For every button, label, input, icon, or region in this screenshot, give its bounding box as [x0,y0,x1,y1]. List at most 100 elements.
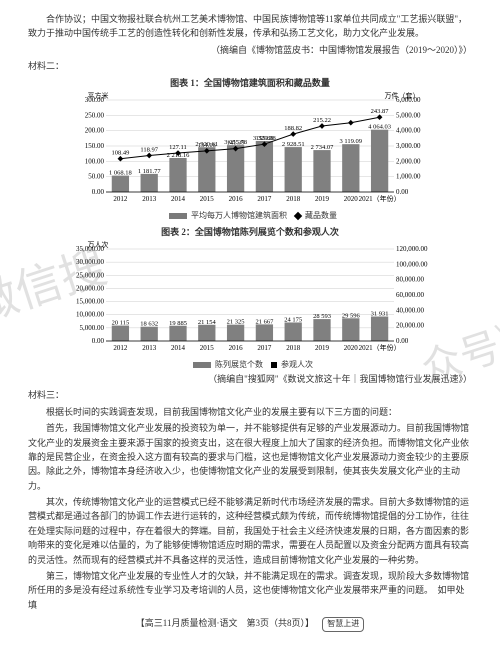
svg-text:2020: 2020 [344,344,359,352]
svg-text:118.97: 118.97 [140,146,158,153]
line-legend-icon [271,362,277,368]
svg-text:5,000.00: 5,000.00 [396,111,421,119]
svg-text:2014: 2014 [171,195,186,203]
svg-text:80,000.00: 80,000.00 [396,276,425,284]
footer-text: 【高三11月质量检测·语文 第3页（共8页）】 [136,618,314,628]
svg-text:60,000.00: 60,000.00 [396,291,425,299]
line-legend-icon [294,212,302,220]
svg-text:2014: 2014 [171,344,186,352]
svg-text:30,000.00: 30,000.00 [76,258,105,266]
svg-text:2015: 2015 [200,344,215,352]
svg-text:24 175: 24 175 [284,317,302,324]
svg-text:200.00: 200.00 [85,127,105,135]
svg-text:134.16: 134.16 [198,142,217,149]
svg-text:2018: 2018 [286,195,301,203]
svg-text:2021（年份）: 2021（年份） [359,343,401,352]
page-footer: 【高三11月质量检测·语文 第3页（共8页）】 智慧上进 [28,616,472,632]
svg-text:25,000.00: 25,000.00 [76,271,105,279]
chart-1-svg: 0.0050.00100.00150.00200.00250.00300.000… [70,90,430,210]
page-root: 合作协议；中国文物报社联合杭州工艺美术博物馆、中国民族博物馆等11家单位共同成立… [0,0,500,656]
svg-text:1 068.18: 1 068.18 [109,170,132,177]
m3-p4: 第三，博物馆文化产业发展的专业性人才的欠缺，并不能满足现在的需求。调查发现，现阶… [28,569,472,612]
bar-legend-icon [193,362,211,368]
svg-text:2015: 2015 [200,195,215,203]
svg-text:万件（套）: 万件（套） [385,91,420,100]
svg-text:250.00: 250.00 [85,111,105,119]
svg-text:2017: 2017 [257,344,272,352]
m3-p2: 首先，我国博物馆文化产业发展的投资较为单一，并不能够提供有足够的产业发展源动力。… [28,421,472,493]
svg-text:188.82: 188.82 [284,125,302,132]
svg-text:20,000.00: 20,000.00 [396,322,425,330]
svg-text:2019: 2019 [315,344,330,352]
svg-text:15,000.00: 15,000.00 [76,298,105,306]
svg-text:平方米: 平方米 [88,91,109,100]
m3-p1: 根据长时间的实践调查发现，目前我国博物馆文化产业的发展主要有以下三方面的问题： [28,405,472,419]
svg-text:2013: 2013 [142,195,157,203]
svg-text:3,000.00: 3,000.00 [396,142,421,150]
svg-text:243.87: 243.87 [371,108,390,115]
svg-text:100,000.00: 100,000.00 [396,260,428,268]
svg-text:3 119.09: 3 119.09 [340,138,363,145]
svg-text:40,000.00: 40,000.00 [396,306,425,314]
bar-legend-icon [169,213,187,219]
top-source: （摘编自《博物馆蓝皮书：中国博物馆发展报告（2019～2020）》） [28,43,472,57]
svg-text:150.00: 150.00 [85,142,105,150]
svg-text:19 885: 19 885 [169,320,187,327]
svg-text:万人次: 万人次 [88,240,109,249]
svg-text:31 931: 31 931 [371,311,389,318]
svg-text:21 154: 21 154 [198,319,217,326]
svg-text:127.11: 127.11 [169,144,187,151]
svg-text:4 064.03: 4 064.03 [368,124,391,131]
svg-text:215.22: 215.22 [313,117,331,124]
svg-text:2016: 2016 [229,195,244,203]
chart-2: 图表 2：全国博物馆陈列展览个数和参观人次 0.00 5,000.00 10,000… [70,225,430,372]
svg-text:120,000.00: 120,000.00 [396,245,428,253]
top-paragraph: 合作协议；中国文物报社联合杭州工艺美术博物馆、中国民族博物馆等11家单位共同成立… [28,12,472,41]
svg-text:0.00: 0.00 [92,337,105,345]
chart-2-legend-bar: 陈列展览个数 [215,360,263,369]
chart-1-legend: 平均每万人博物馆建筑面积 藏品数量 [70,210,430,223]
svg-text:10,000.00: 10,000.00 [76,311,105,319]
svg-text:21 325: 21 325 [227,319,245,326]
chart-2-title: 图表 2：全国博物馆陈列展览个数和参观人次 [70,225,430,239]
svg-text:2021（年份）: 2021（年份） [359,194,401,203]
chart-2-legend: 陈列展览个数 参观人次 [70,359,430,372]
chart-1-title: 图表 1：全国博物馆建筑面积和藏品数量 [70,76,430,90]
svg-text:29 596: 29 596 [342,312,361,319]
svg-text:2017: 2017 [257,195,272,203]
svg-text:4,000.00: 4,000.00 [396,127,421,135]
svg-text:5,000.00: 5,000.00 [80,324,105,332]
m3-p3: 其次，传统博物馆文化产业的运营模式已经不能够满足新时代市场经济发展的需求。目前大… [28,495,472,567]
svg-text:18 632: 18 632 [140,321,158,328]
svg-text:1,000.00: 1,000.00 [396,173,421,181]
svg-text:20 115: 20 115 [112,320,130,327]
material-3-label: 材料三： [28,388,472,402]
svg-text:0.00: 0.00 [92,188,105,196]
svg-text:155.88: 155.88 [255,135,273,142]
chart-1-legend-bar: 平均每万人博物馆建筑面积 [191,211,287,220]
svg-text:2012: 2012 [113,344,128,352]
svg-text:2019: 2019 [315,195,330,203]
svg-text:20,000.00: 20,000.00 [76,285,105,293]
svg-text:2020: 2020 [344,195,359,203]
svg-text:1 181.77: 1 181.77 [138,168,162,175]
svg-text:2013: 2013 [142,344,157,352]
svg-text:108.49: 108.49 [111,150,129,157]
svg-text:100.00: 100.00 [85,157,105,165]
svg-text:2 928.51: 2 928.51 [282,141,305,148]
material-2-label: 材料二： [28,59,472,73]
material-2-source: （摘编自"搜狐网"《数说文旅这十年｜我国博物馆行业发展迅速》） [28,372,472,386]
chart-1: 图表 1：全国博物馆建筑面积和藏品数量 0.00 50.00 100.00 150.0… [70,76,430,223]
chart-2-svg: 0.00 5,000.00 10,000.00 15,000.00 20,000.00 2… [70,239,430,359]
footer-note: 智慧上进 [322,617,364,632]
svg-text:2,000.00: 2,000.00 [396,157,421,165]
svg-text:2018: 2018 [286,344,301,352]
chart-1-legend-line: 藏品数量 [305,211,337,220]
svg-text:2012: 2012 [113,195,128,203]
svg-text:28 593: 28 593 [313,313,331,320]
svg-text:2016: 2016 [229,344,244,352]
svg-text:21 667: 21 667 [255,319,274,326]
svg-text:2 734.07: 2 734.07 [311,144,335,151]
svg-text:50.00: 50.00 [88,173,104,181]
chart-2-legend-line: 参观人次 [281,360,313,369]
